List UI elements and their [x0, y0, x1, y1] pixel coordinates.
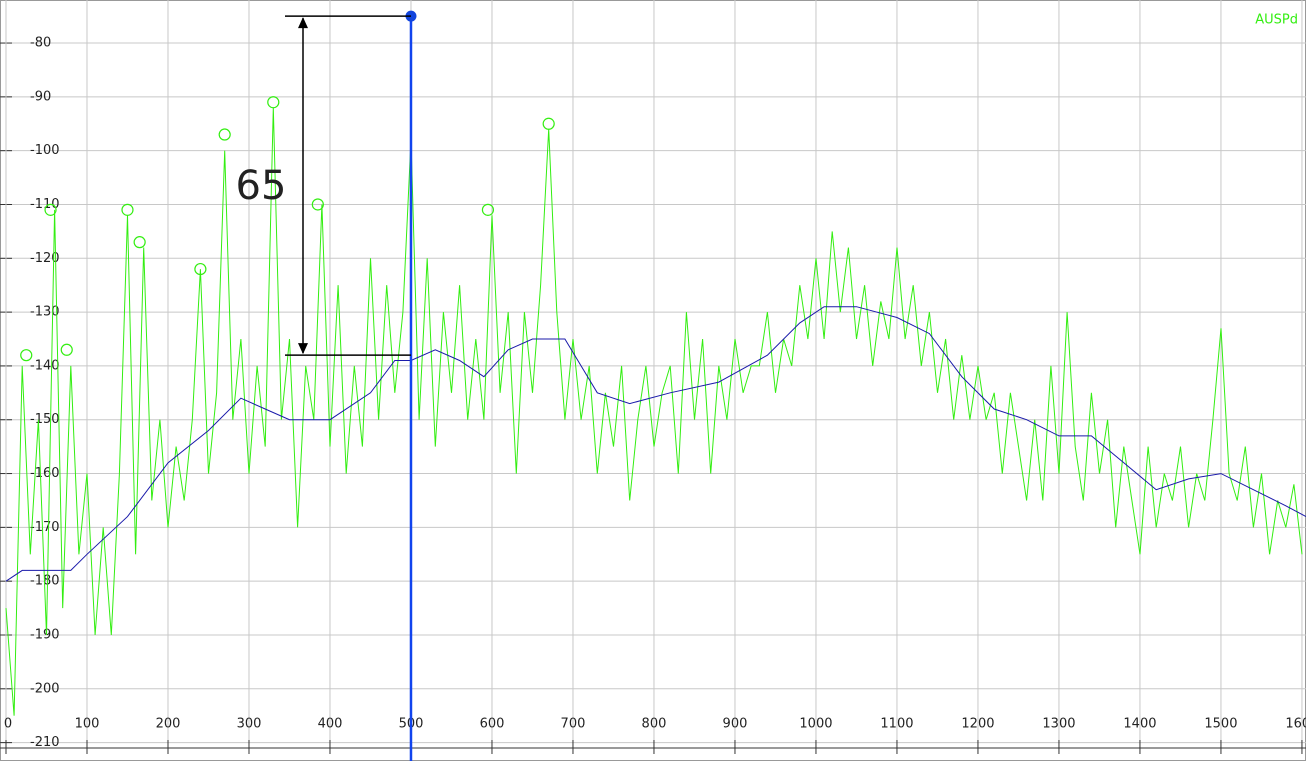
x-tick-label: 1100	[880, 717, 913, 732]
legend-entry: AUSPd	[1255, 13, 1298, 28]
series-line	[5, 107, 1303, 716]
y-tick-label: -150	[30, 412, 60, 427]
y-tick-label: -200	[30, 681, 60, 696]
annotation-label: 65	[236, 163, 287, 209]
x-tick-label: 100	[75, 717, 100, 732]
peak-marker	[44, 203, 57, 216]
y-tick-label: -160	[30, 466, 60, 481]
y-tick-label: -190	[30, 627, 60, 642]
peak-marker	[121, 203, 134, 216]
x-tick-label: 600	[480, 717, 505, 732]
y-tick-label: -170	[30, 520, 60, 535]
y-tick-label: -210	[30, 735, 60, 750]
x-tick-label: 400	[318, 717, 343, 732]
y-tick-label: -90	[30, 89, 51, 104]
y-tick-label: -140	[30, 358, 60, 373]
x-tick-label: 800	[642, 717, 667, 732]
x-tick-label: 300	[237, 717, 262, 732]
y-tick-label: -130	[30, 305, 60, 320]
x-tick-label: 1600	[1285, 717, 1306, 732]
y-tick-label: -120	[30, 251, 60, 266]
peak-marker	[218, 128, 231, 141]
x-tick-label: 1500	[1204, 717, 1237, 732]
x-tick-label: 200	[156, 717, 181, 732]
x-tick-label: 900	[723, 717, 748, 732]
y-tick-label: -80	[30, 36, 51, 51]
peak-marker	[194, 262, 207, 276]
peak-marker	[267, 96, 280, 109]
peak-marker	[481, 203, 495, 216]
peak-marker	[133, 236, 146, 249]
y-tick-label: -100	[30, 143, 60, 158]
arrow-head	[298, 343, 308, 355]
arrow-head	[298, 17, 308, 29]
x-tick-label: 1400	[1123, 717, 1156, 732]
x-tick-label: 0	[4, 717, 12, 732]
x-tick-label: 1200	[961, 717, 994, 732]
x-tick-label: 700	[561, 717, 586, 732]
x-tick-label: 1000	[799, 717, 832, 732]
peak-marker	[20, 349, 33, 362]
series-line	[5, 306, 1306, 582]
x-tick-label: 1300	[1042, 717, 1075, 732]
y-tick-label: -110	[30, 197, 60, 212]
peak-marker	[542, 117, 555, 130]
peak-marker	[60, 343, 73, 356]
peak-marker	[311, 198, 324, 211]
